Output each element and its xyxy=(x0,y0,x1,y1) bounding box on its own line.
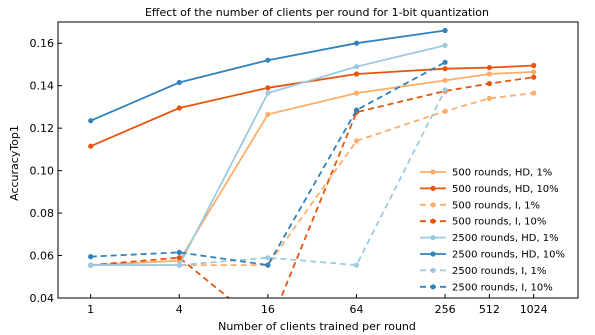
data-point xyxy=(531,74,537,80)
legend-marker xyxy=(430,251,436,257)
x-tick-label: 256 xyxy=(435,303,456,316)
data-point xyxy=(176,79,182,86)
series-1 xyxy=(88,69,537,268)
y-tick-label: 0.16 xyxy=(30,37,55,50)
legend-item: 500 rounds, HD, 10% xyxy=(420,184,559,195)
series-7 xyxy=(88,87,448,268)
chart-title: Effect of the number of clients per roun… xyxy=(145,6,489,19)
data-point xyxy=(353,64,360,70)
y-axis-label: AccuracyTop1 xyxy=(8,125,21,201)
x-tick-label: 16 xyxy=(261,303,275,316)
data-point xyxy=(353,262,360,268)
data-point xyxy=(353,138,360,144)
data-point xyxy=(265,111,271,117)
series-line xyxy=(90,89,446,267)
x-tick-label: 512 xyxy=(479,303,500,316)
legend-item: 500 rounds, I, 1% xyxy=(420,200,540,211)
series-line xyxy=(90,61,446,267)
data-point xyxy=(486,95,492,101)
data-point xyxy=(442,59,448,65)
data-point xyxy=(265,255,271,261)
y-tick-label: 0.06 xyxy=(30,250,55,263)
data-point xyxy=(265,262,271,268)
data-point xyxy=(88,262,94,268)
legend-label: 2500 rounds, I, 10% xyxy=(452,282,553,293)
legend-item: 2500 rounds, I, 10% xyxy=(420,282,553,293)
series-2 xyxy=(88,62,537,149)
series-6 xyxy=(88,27,448,124)
data-point xyxy=(486,65,492,71)
x-tick-label: 64 xyxy=(349,303,363,316)
legend-item: 500 rounds, HD, 1% xyxy=(420,168,552,179)
legend-marker xyxy=(430,267,436,273)
data-point xyxy=(531,69,537,75)
data-point xyxy=(353,90,360,96)
data-point xyxy=(486,71,492,77)
legend-label: 2500 rounds, HD, 10% xyxy=(452,250,565,261)
legend-marker xyxy=(430,235,436,241)
data-point xyxy=(442,77,448,83)
x-axis-label: Number of clients trained per round xyxy=(218,320,416,333)
legend-label: 500 rounds, I, 10% xyxy=(452,217,546,228)
x-tick-label: 1024 xyxy=(520,303,548,316)
data-point xyxy=(486,81,492,87)
series-layer xyxy=(88,27,537,298)
legend-item: 2500 rounds, HD, 1% xyxy=(420,233,559,244)
data-point xyxy=(442,108,448,114)
series-8 xyxy=(88,59,448,268)
data-point xyxy=(531,62,537,69)
data-point xyxy=(176,249,182,255)
data-point xyxy=(442,87,448,93)
data-point xyxy=(176,262,182,268)
y-tick-label: 0.12 xyxy=(30,122,55,135)
data-point xyxy=(265,57,271,63)
legend-marker xyxy=(430,185,436,191)
y-tick-label: 0.04 xyxy=(30,292,55,305)
data-point xyxy=(176,255,182,261)
y-tick-label: 0.10 xyxy=(30,165,55,178)
legend-marker xyxy=(430,218,436,224)
series-line xyxy=(90,29,446,122)
series-5 xyxy=(88,42,448,268)
x-axis: 1 4 16 64 256 512 1024 xyxy=(87,294,548,316)
data-point xyxy=(353,71,360,77)
data-point xyxy=(442,42,448,49)
plot-frame xyxy=(57,21,579,299)
y-tick-label: 0.08 xyxy=(30,207,55,220)
data-point xyxy=(88,118,94,124)
legend-item: 500 rounds, I, 10% xyxy=(420,217,546,228)
data-point xyxy=(442,66,448,72)
legend: 500 rounds, HD, 1% 500 rounds, HD, 10% 500… xyxy=(420,168,565,293)
data-point xyxy=(265,85,271,91)
legend-label: 500 rounds, I, 1% xyxy=(452,200,540,211)
y-tick-label: 0.14 xyxy=(30,80,55,93)
legend-label: 2500 rounds, I, 1% xyxy=(452,266,546,277)
y-axis: 0.04 0.06 0.08 0.10 0.12 0.14 0.16 xyxy=(30,37,62,305)
data-point xyxy=(353,40,360,46)
data-point xyxy=(176,105,182,111)
data-point xyxy=(88,254,94,260)
series-line xyxy=(90,44,446,267)
legend-label: 2500 rounds, HD, 1% xyxy=(452,233,559,244)
x-tick-label: 1 xyxy=(87,303,94,316)
legend-item: 2500 rounds, I, 1% xyxy=(420,266,546,277)
legend-marker xyxy=(430,169,436,175)
x-tick-label: 4 xyxy=(176,303,183,316)
legend-label: 500 rounds, HD, 1% xyxy=(452,168,552,179)
legend-marker xyxy=(430,202,436,208)
data-point xyxy=(531,90,537,96)
data-point xyxy=(265,90,271,96)
legend-label: 500 rounds, HD, 10% xyxy=(452,184,559,195)
data-point xyxy=(88,143,94,149)
data-point xyxy=(442,27,448,34)
legend-item: 2500 rounds, HD, 10% xyxy=(420,250,565,261)
data-point xyxy=(353,107,360,113)
legend-marker xyxy=(430,284,436,290)
